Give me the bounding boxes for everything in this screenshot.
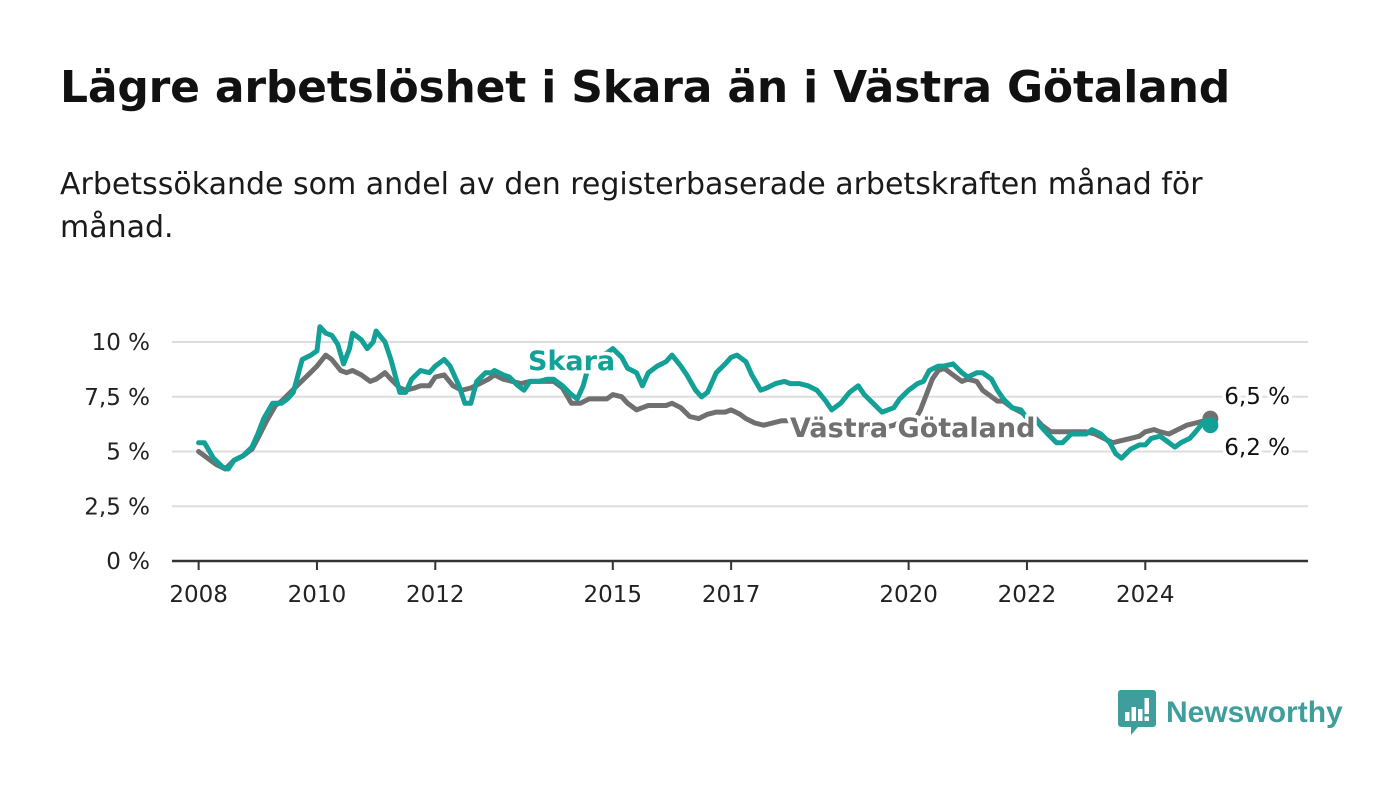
series-lines [196, 324, 1219, 472]
gridlines [172, 341, 1308, 508]
x-tick-label: 2017 [702, 582, 761, 608]
brand-logo: Newsworthy [1118, 690, 1343, 736]
newsworthy-logo-icon [1118, 690, 1156, 735]
x-tick-label: 2010 [288, 582, 347, 608]
y-tick-label: 7,5 % [84, 385, 150, 411]
end-point-skara [1202, 417, 1219, 434]
x-tick-label: 2012 [406, 582, 465, 608]
x-tick-label: 2022 [998, 582, 1057, 608]
y-tick-label: 10 % [92, 330, 150, 356]
y-axis: 0 % 2,5 % 5 % 7,5 % 10 % [84, 330, 150, 575]
y-tick-label: 2,5 % [84, 494, 150, 520]
x-axis: 2008 2010 2012 2015 2017 2020 2022 2024 [169, 559, 1308, 608]
x-tick-label: 2008 [169, 582, 228, 608]
series-labels: Skara Västra Götaland 6,5 % 6,2 % [525, 343, 1294, 465]
x-tick-label: 2020 [879, 582, 938, 608]
x-tick-label: 2015 [584, 582, 643, 608]
chart-title: Lägre arbetslöshet i Skara än i Västra G… [60, 62, 1231, 113]
series-label-skara: Skara [528, 346, 615, 377]
chart-subtitle: Arbetssökande som andel av den registerb… [60, 167, 1203, 245]
y-tick-label: 0 % [106, 549, 150, 575]
series-label-vastra-gotaland: Västra Götaland [790, 413, 1035, 444]
brand-name: Newsworthy [1166, 696, 1343, 729]
series-line-skara [196, 324, 1213, 472]
x-tick-label: 2024 [1116, 582, 1175, 608]
y-tick-label: 5 % [106, 440, 150, 466]
end-label-skara: 6,2 % [1224, 435, 1290, 461]
end-label-vastra-gotaland: 6,5 % [1224, 384, 1290, 410]
